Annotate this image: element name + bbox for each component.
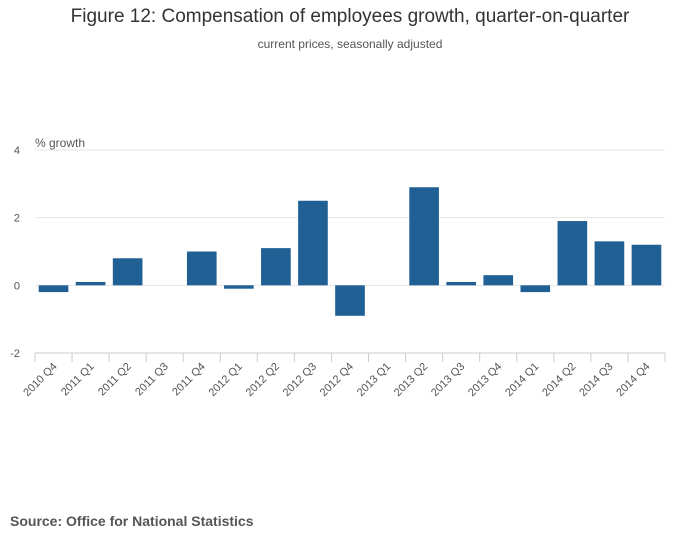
x-tick-label: 2011 Q1: [59, 361, 97, 399]
x-tick-label: 2011 Q3: [133, 361, 171, 399]
bar: [75, 281, 106, 286]
x-tick-label: 2013 Q2: [392, 361, 430, 399]
y-tick-label: -2: [10, 348, 20, 360]
x-tick-label: 2012 Q2: [244, 361, 282, 399]
bar: [298, 200, 328, 286]
bar: [38, 285, 69, 293]
bar: [520, 285, 551, 293]
bar: [112, 258, 143, 286]
bar: [446, 281, 476, 286]
source-note: Source: Office for National Statistics: [10, 513, 254, 529]
x-tick-label: 2014 Q4: [614, 361, 652, 399]
x-tick-label: 2013 Q4: [466, 361, 504, 399]
bars: [38, 187, 662, 316]
y-tick-label: 0: [14, 280, 20, 292]
x-tick-label: 2011 Q2: [96, 361, 134, 399]
bar: [224, 285, 254, 289]
bar: [409, 187, 439, 286]
x-tick-label: 2011 Q4: [170, 361, 208, 399]
y-axis-label: % growth: [35, 136, 85, 150]
bar: [186, 251, 217, 286]
x-axis: 2010 Q4 2011 Q1 2011 Q2 2011 Q3 2011 Q42012 …: [21, 352, 666, 399]
x-tick-label: 2012 Q3: [281, 361, 319, 399]
bar: [335, 285, 365, 316]
bar: [261, 248, 291, 286]
bar: [631, 244, 662, 286]
bar: [594, 241, 625, 286]
x-tick-label: 2013 Q1: [355, 361, 393, 399]
x-tick-label: 2013 Q3: [429, 361, 467, 399]
x-tick-label: 2010 Q4: [21, 361, 59, 399]
x-tick-label: 2014 Q1: [503, 361, 541, 399]
x-tick-label: 2012 Q1: [207, 361, 245, 399]
chart-title: Figure 12: Compensation of employees gro…: [70, 6, 630, 27]
bar: [557, 221, 588, 286]
chart-subtitle: current prices, seasonally adjusted: [257, 37, 443, 51]
x-tick-label: 2014 Q3: [577, 361, 615, 399]
y-tick-label: 4: [14, 145, 20, 157]
bar: [483, 275, 514, 286]
x-tick-label: 2014 Q2: [540, 361, 578, 399]
y-tick-label: 2: [14, 213, 20, 225]
x-tick-label: 2012 Q4: [318, 361, 356, 399]
y-axis-ticks: 4 2 0 -2: [10, 145, 20, 360]
